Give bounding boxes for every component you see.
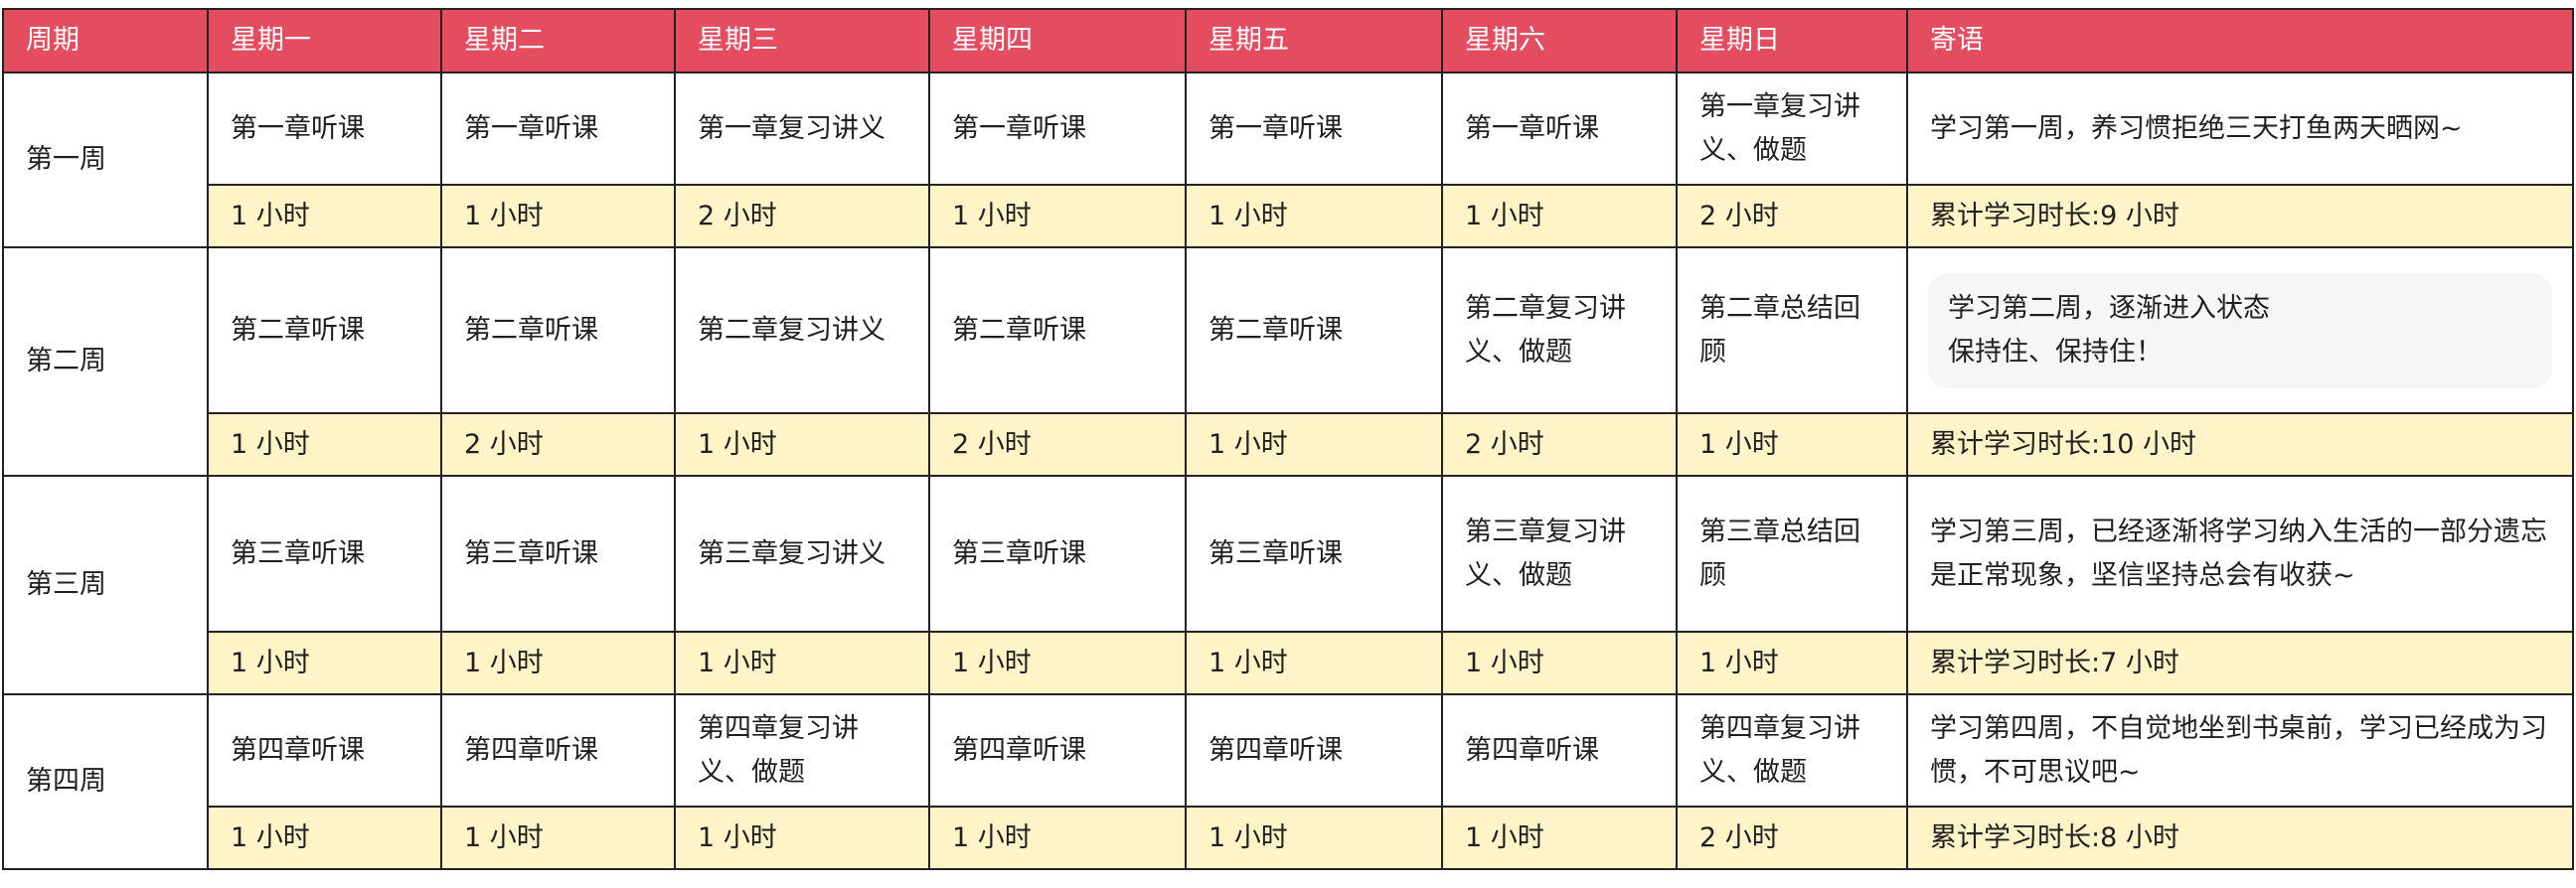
task-cell: 第二章总结回顾 xyxy=(1676,246,1908,414)
task-cell: 第四章听课 xyxy=(928,693,1187,808)
note-cell: 学习第一周，养习惯拒绝三天打鱼两天晒网~ xyxy=(1906,72,2574,186)
hours-cell: 1 小时 xyxy=(928,631,1187,695)
task-cell: 第一章听课 xyxy=(207,72,442,186)
task-cell: 第四章听课 xyxy=(207,693,442,808)
note-callout: 学习第二周，逐渐进入状态 保持住、保持住！ xyxy=(1928,272,2552,388)
note-line: 保持住、保持住！ xyxy=(1948,336,2163,368)
hours-cell: 2 小时 xyxy=(928,412,1187,477)
task-row: 第三周 第三章听课 第三章听课 第三章复习讲义 第三章听课 第三章听课 第三章复习讲义、做题… xyxy=(2,475,2574,695)
week-label: 第四周 xyxy=(2,693,209,870)
task-cell: 第三章总结回顾 xyxy=(1676,475,1908,633)
column-header: 星期二 xyxy=(440,8,676,74)
hours-cell: 1 小时 xyxy=(207,184,442,248)
note-cell: 学习第四周，不自觉地坐到书桌前，学习已经成为习惯，不可思议吧~ xyxy=(1906,693,2574,808)
total-hours: 累计学习时长:10 小时 xyxy=(1906,412,2574,477)
total-hours: 累计学习时长:9 小时 xyxy=(1906,184,2574,248)
hours-row: 1 小时 2 小时 1 小时 2 小时 1 小时 2 小时 1 小时 累计学习时长:10 小时 xyxy=(3,412,2574,477)
hours-cell: 1 小时 xyxy=(207,631,442,695)
hours-cell: 2 小时 xyxy=(674,184,930,248)
hours-cell: 1 小时 xyxy=(207,806,442,870)
hours-cell: 1 小时 xyxy=(1441,184,1678,248)
task-cell: 第一章听课 xyxy=(1185,72,1443,186)
column-header: 星期一 xyxy=(207,8,442,74)
hours-cell: 1 小时 xyxy=(440,631,676,695)
task-cell: 第三章复习讲义、做题 xyxy=(1441,475,1678,633)
task-cell: 第四章听课 xyxy=(1185,693,1443,808)
task-cell: 第三章听课 xyxy=(1185,475,1443,633)
hours-cell: 2 小时 xyxy=(1441,412,1678,477)
task-cell: 第三章听课 xyxy=(207,475,442,633)
hours-cell: 1 小时 xyxy=(928,184,1187,248)
task-row: 第一周 第一章听课 第一章听课 第一章复习讲义 第一章听课 第一章听课 第一章听课 第一章复习… xyxy=(2,72,2574,248)
hours-cell: 1 小时 xyxy=(207,412,442,477)
task-cell: 第三章听课 xyxy=(928,475,1187,633)
hours-cell: 1 小时 xyxy=(1185,184,1443,248)
column-header: 寄语 xyxy=(1906,8,2574,74)
hours-row: 1 小时 1 小时 1 小时 1 小时 1 小时 1 小时 2 小时 累计学习时长:8 小时 xyxy=(3,806,2574,870)
column-header: 星期日 xyxy=(1676,8,1908,74)
task-cell: 第四章听课 xyxy=(440,693,676,808)
task-cell: 第一章复习讲义 xyxy=(674,72,930,186)
header-row: 周期 星期一 星期二 星期三 星期四 星期五 星期六 星期日 寄语 xyxy=(2,8,2574,74)
study-plan-table: 周期 星期一 星期二 星期三 星期四 星期五 星期六 星期日 寄语 第一周 第一章听课 第一章听课第… xyxy=(2,8,2574,870)
column-header: 星期三 xyxy=(674,8,930,74)
hours-cell: 1 小时 xyxy=(1676,631,1908,695)
task-cell: 第四章复习讲义、做题 xyxy=(1676,693,1908,808)
hours-cell: 1 小时 xyxy=(674,412,930,477)
hours-row: 1 小时 1 小时 2 小时 1 小时 1 小时 1 小时 2 小时 累计学习时长:9 小时 xyxy=(3,184,2574,248)
hours-cell: 2 小时 xyxy=(1676,806,1908,870)
task-row: 第二周 第二章听课 第二章听课 第二章复习讲义 第二章听课 第二章听课 第二章复习讲义、做题… xyxy=(2,246,2574,477)
task-cell: 第二章复习讲义、做题 xyxy=(1441,246,1678,414)
column-header: 周期 xyxy=(2,8,209,74)
column-header: 星期四 xyxy=(928,8,1187,74)
week-label: 第一周 xyxy=(2,72,209,248)
note-line: 学习第二周，逐渐进入状态 xyxy=(1948,292,2270,324)
task-cell: 第三章听课 xyxy=(440,475,676,633)
hours-cell: 1 小时 xyxy=(440,806,676,870)
note-cell: 学习第二周，逐渐进入状态 保持住、保持住！ xyxy=(1906,246,2574,414)
total-hours: 累计学习时长:8 小时 xyxy=(1906,806,2574,870)
task-cell: 第二章听课 xyxy=(207,246,442,414)
hours-cell: 1 小时 xyxy=(1185,806,1443,870)
hours-cell: 1 小时 xyxy=(674,631,930,695)
hours-cell: 1 小时 xyxy=(674,806,930,870)
note-cell: 学习第三周，已经逐渐将学习纳入生活的一部分遗忘是正常现象，坚信坚持总会有收获~ xyxy=(1906,475,2574,633)
column-header: 星期六 xyxy=(1441,8,1678,74)
task-cell: 第二章听课 xyxy=(440,246,676,414)
hours-cell: 1 小时 xyxy=(1185,631,1443,695)
task-cell: 第二章听课 xyxy=(928,246,1187,414)
hours-cell: 1 小时 xyxy=(1441,806,1678,870)
task-cell: 第一章听课 xyxy=(440,72,676,186)
hours-cell: 1 小时 xyxy=(928,806,1187,870)
column-header: 星期五 xyxy=(1185,8,1443,74)
task-cell: 第三章复习讲义 xyxy=(674,475,930,633)
task-row: 第四周 第四章听课 第四章听课 第四章复习讲义、做题 第四章听课 第四章听课 第四章听课 第四… xyxy=(2,693,2574,870)
task-cell: 第一章复习讲义、做题 xyxy=(1676,72,1908,186)
week-label: 第二周 xyxy=(2,246,209,477)
hours-cell: 1 小时 xyxy=(1441,631,1678,695)
total-hours: 累计学习时长:7 小时 xyxy=(1906,631,2574,695)
task-cell: 第一章听课 xyxy=(928,72,1187,186)
week-label: 第三周 xyxy=(2,475,209,695)
task-cell: 第四章听课 xyxy=(1441,693,1678,808)
hours-cell: 1 小时 xyxy=(1185,412,1443,477)
task-cell: 第一章听课 xyxy=(1441,72,1678,186)
hours-row: 1 小时 1 小时 1 小时 1 小时 1 小时 1 小时 1 小时 累计学习时长:7 小时 xyxy=(3,631,2574,695)
task-cell: 第四章复习讲义、做题 xyxy=(674,693,930,808)
hours-cell: 2 小时 xyxy=(440,412,676,477)
task-cell: 第二章听课 xyxy=(1185,246,1443,414)
task-cell: 第二章复习讲义 xyxy=(674,246,930,414)
hours-cell: 2 小时 xyxy=(1676,184,1908,248)
hours-cell: 1 小时 xyxy=(440,184,676,248)
hours-cell: 1 小时 xyxy=(1676,412,1908,477)
